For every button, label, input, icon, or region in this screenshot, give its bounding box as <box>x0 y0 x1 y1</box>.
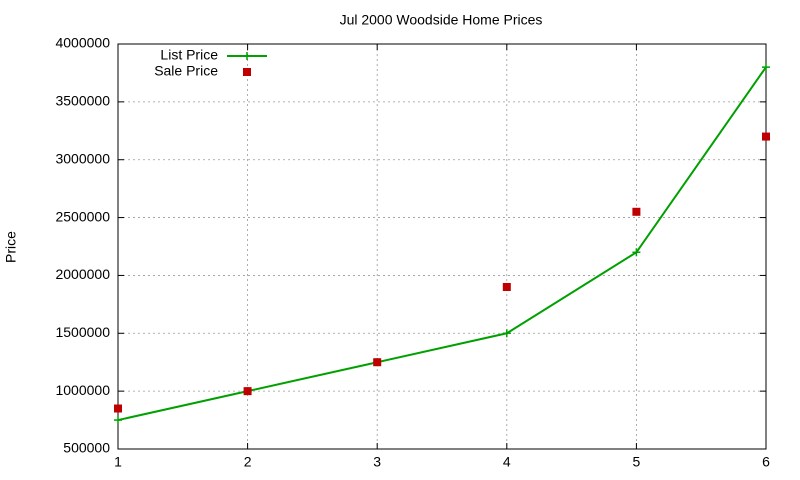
data-point <box>762 63 770 72</box>
legend-swatch <box>243 52 251 60</box>
legend-swatch <box>243 68 251 76</box>
data-point <box>632 207 641 216</box>
series-line <box>117 66 767 422</box>
legend-label: Sale Price <box>154 63 218 79</box>
plot-border <box>117 43 767 450</box>
x-tick-label: 2 <box>244 454 252 470</box>
data-point <box>502 283 511 291</box>
y-tick-label: 1500000 <box>55 324 110 340</box>
data-point <box>502 329 511 338</box>
data-point <box>373 358 382 367</box>
x-tick-label: 3 <box>373 454 381 470</box>
y-tick-label: 1000000 <box>55 382 110 398</box>
x-tick-label: 1 <box>114 454 122 470</box>
y-tick-label: 2000000 <box>55 266 110 282</box>
y-tick-label: 2500000 <box>55 208 110 224</box>
x-tick-label: 5 <box>633 454 641 470</box>
data-point <box>114 416 122 425</box>
x-tick-label: 6 <box>762 454 770 470</box>
y-tick-label: 4000000 <box>55 35 110 51</box>
chart-title: Jul 2000 Woodside Home Prices <box>340 12 543 28</box>
data-point <box>243 387 252 396</box>
data-point <box>114 404 122 413</box>
y-tick-label: 500000 <box>63 440 110 456</box>
y-tick-label: 3000000 <box>55 150 110 166</box>
data-point <box>632 248 641 257</box>
legend-label: List Price <box>160 47 218 63</box>
y-tick-label: 3500000 <box>55 93 110 109</box>
y-axis-label: Price <box>3 231 19 263</box>
data-point <box>762 132 770 141</box>
x-tick-label: 4 <box>503 454 511 470</box>
